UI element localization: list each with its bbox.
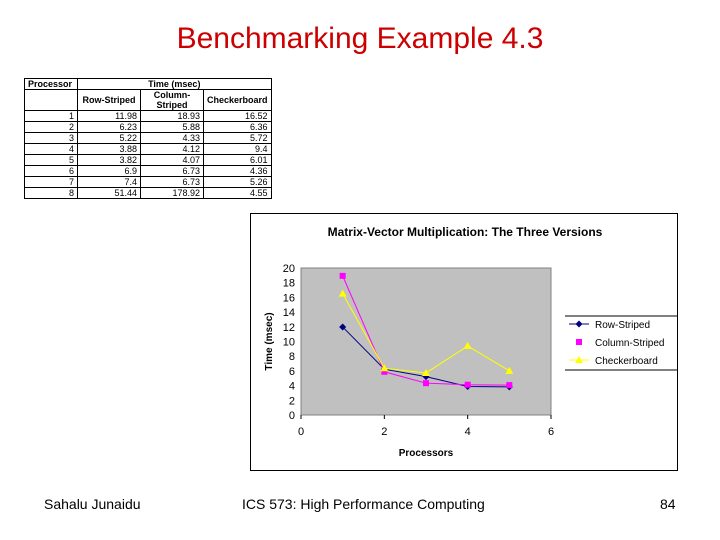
legend-marker xyxy=(575,356,583,363)
processor-cell: 1 xyxy=(24,110,78,122)
y-tick-label: 18 xyxy=(283,278,295,290)
checkerboard-cell: 6.01 xyxy=(203,154,272,166)
table-row: 4 3.88 4.12 9.4 xyxy=(24,143,272,155)
column-striped-cell: 6.73 xyxy=(140,165,204,177)
slide-title: Benchmarking Example 4.3 xyxy=(176,22,544,55)
data-point xyxy=(422,368,430,376)
header-blank xyxy=(24,89,78,111)
y-tick-label: 10 xyxy=(283,337,295,349)
checkerboard-cell: 4.55 xyxy=(203,187,272,199)
row-striped-cell: 51.44 xyxy=(77,187,141,199)
y-tick-label: 16 xyxy=(283,292,295,304)
checkerboard-cell: 5.72 xyxy=(203,132,272,144)
data-point xyxy=(338,289,347,297)
table-row: 7 7.4 6.73 5.26 xyxy=(24,176,272,188)
header-time: Time (msec) xyxy=(77,78,272,90)
table-row: 1 11.98 18.93 16.52 xyxy=(24,110,272,122)
table-row: 5 3.82 4.07 6.01 xyxy=(24,154,272,166)
y-tick-label: 2 xyxy=(289,395,295,407)
y-tick-label: 8 xyxy=(289,351,295,363)
y-axis-label: Time (msec) xyxy=(264,312,275,370)
chart-frame: Matrix-Vector Multiplication: The Three … xyxy=(250,213,678,471)
processor-cell: 4 xyxy=(24,143,78,155)
benchmark-table: Processor Time (msec) Row-Striped Column… xyxy=(24,78,272,199)
table-row: 2 6.23 5.88 6.36 xyxy=(24,121,272,133)
row-striped-cell: 11.98 xyxy=(77,110,141,122)
legend-label: Column-Striped xyxy=(595,338,664,349)
legend-label: Row-Striped xyxy=(595,320,650,331)
line-chart: Matrix-Vector Multiplication: The Three … xyxy=(264,225,677,459)
processor-cell: 2 xyxy=(24,121,78,133)
row-striped-cell: 7.4 xyxy=(77,176,141,188)
data-point xyxy=(505,366,514,374)
checkerboard-cell: 6.36 xyxy=(203,121,272,133)
processor-cell: 7 xyxy=(24,176,78,188)
plot-area xyxy=(300,267,552,416)
y-tick-label: 4 xyxy=(289,381,295,393)
processor-cell: 6 xyxy=(24,165,78,177)
column-striped-cell: 18.93 xyxy=(140,110,204,122)
checkerboard-cell: 9.4 xyxy=(203,143,272,155)
row-striped-cell: 6.9 xyxy=(77,165,141,177)
header-row-striped: Row-Striped xyxy=(77,89,141,111)
row-striped-cell: 3.88 xyxy=(77,143,141,155)
checkerboard-cell: 4.36 xyxy=(203,165,272,177)
data-point xyxy=(339,323,347,331)
table-row: 3 5.22 4.33 5.72 xyxy=(24,132,272,144)
legend-label: Checkerboard xyxy=(595,356,658,367)
column-striped-cell: 4.33 xyxy=(140,132,204,144)
y-tick-label: 12 xyxy=(283,322,295,334)
chart-legend: Row-Striped Column-Striped Checkerboard xyxy=(565,315,677,371)
header-column-striped: Column-Striped xyxy=(140,89,204,111)
x-tick-label: 6 xyxy=(548,426,554,438)
footer-course: ICS 573: High Performance Computing xyxy=(242,496,485,512)
column-striped-cell: 4.12 xyxy=(140,143,204,155)
data-point xyxy=(381,368,388,375)
data-point xyxy=(339,272,346,279)
data-point xyxy=(506,382,513,389)
column-striped-cell: 5.88 xyxy=(140,121,204,133)
page-number: 84 xyxy=(660,496,676,512)
column-striped-cell: 6.73 xyxy=(140,176,204,188)
data-point xyxy=(464,381,471,388)
table-row: 8 51.44 178.92 4.55 xyxy=(24,187,272,199)
data-point xyxy=(423,380,429,387)
x-tick-label: 0 xyxy=(298,426,304,438)
row-striped-cell: 5.22 xyxy=(77,132,141,144)
processor-cell: 3 xyxy=(24,132,78,144)
x-tick-label: 4 xyxy=(465,426,471,438)
processor-cell: 5 xyxy=(24,154,78,166)
y-tick-label: 6 xyxy=(289,366,295,378)
y-tick-label: 20 xyxy=(283,263,295,275)
row-striped-cell: 6.23 xyxy=(77,121,141,133)
data-point xyxy=(380,364,389,372)
row-striped-cell: 3.82 xyxy=(77,154,141,166)
column-striped-cell: 4.07 xyxy=(140,154,204,166)
chart-title: Matrix-Vector Multiplication: The Three … xyxy=(328,225,603,239)
table-row: 6 6.9 6.73 4.36 xyxy=(24,165,272,177)
x-tick-label: 2 xyxy=(381,426,387,438)
y-tick-label: 14 xyxy=(283,307,295,319)
x-axis-label: Processors xyxy=(399,448,454,459)
checkerboard-cell: 5.26 xyxy=(203,176,272,188)
data-point xyxy=(463,341,472,349)
header-checkerboard: Checkerboard xyxy=(203,89,272,111)
y-tick-label: 0 xyxy=(289,410,295,422)
legend-marker xyxy=(576,339,582,345)
processor-cell: 8 xyxy=(24,187,78,199)
header-processor: Processor xyxy=(24,78,78,90)
column-striped-cell: 178.92 xyxy=(140,187,204,199)
footer-author: Sahalu Junaidu xyxy=(44,496,141,512)
legend-marker xyxy=(575,320,583,328)
checkerboard-cell: 16.52 xyxy=(203,110,272,122)
